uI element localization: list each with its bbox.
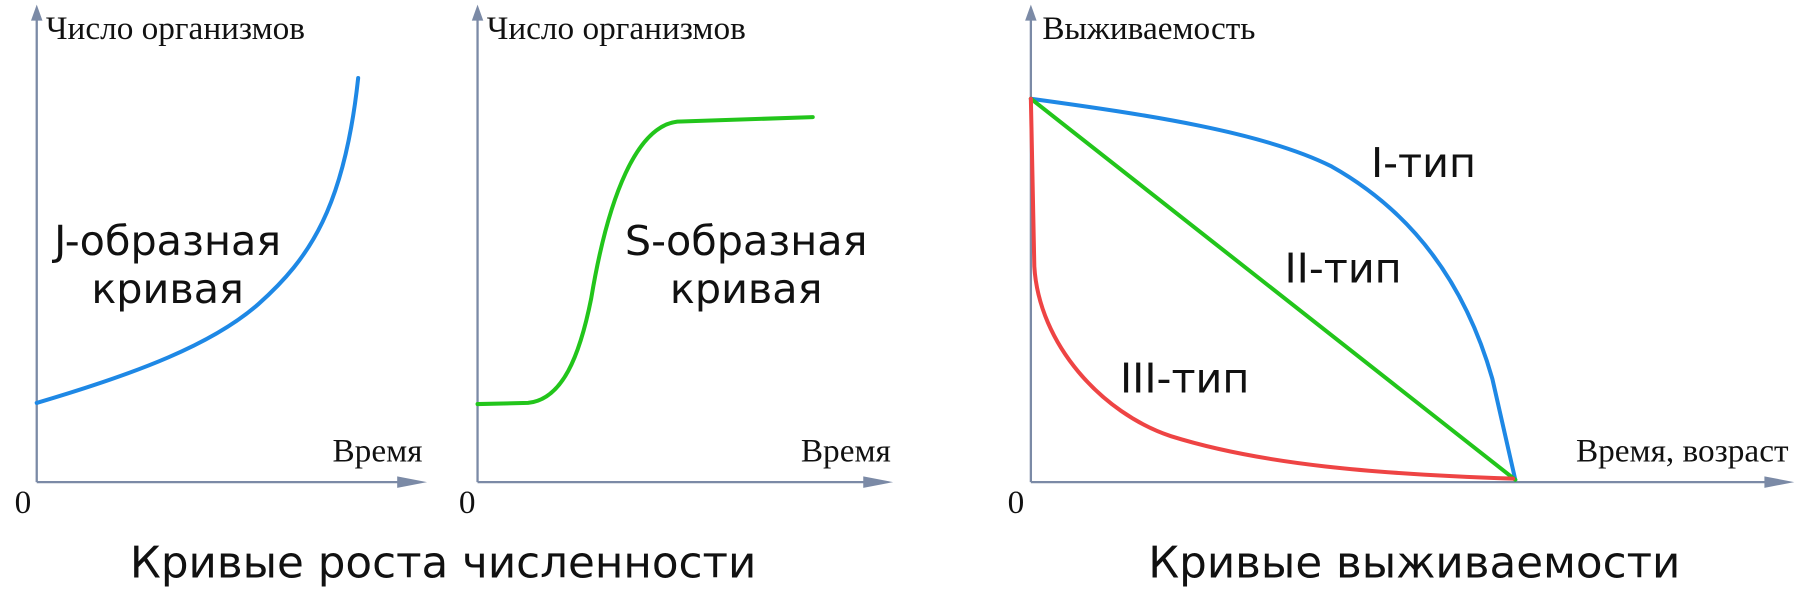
arrow <box>30 4 43 21</box>
type-3-curve <box>1028 96 1516 481</box>
y-label: Число организмов <box>487 10 746 47</box>
y-label: Число организмов <box>46 10 305 47</box>
type-1-curve <box>1028 96 1518 482</box>
j-curve-chart: Число организмов Время 0 J-образная крив… <box>15 4 428 521</box>
arrow <box>1025 4 1037 21</box>
curve-label: I-тип <box>1371 139 1476 187</box>
caption: Кривые выживаемости <box>1148 538 1680 588</box>
origin-label: 0 <box>1008 484 1025 521</box>
arrow <box>397 476 428 488</box>
curve-label: кривая <box>670 265 823 313</box>
curve-label: III-тип <box>1120 355 1249 403</box>
arrow <box>471 4 484 21</box>
j-curve <box>34 76 361 405</box>
origin-label: 0 <box>459 484 476 521</box>
y-label: Выживаемость <box>1042 10 1255 47</box>
x-label: Время, возраст <box>1576 432 1789 469</box>
curve-label: J-образная <box>51 217 281 265</box>
type-2-curve <box>1028 96 1518 482</box>
survival-chart: Выживаемость Время, возраст 0 I-тип II-т… <box>1008 4 1795 521</box>
x-label: Время <box>801 432 891 469</box>
arrow <box>1764 476 1795 488</box>
caption: Кривые роста численности <box>130 538 756 588</box>
origin-label: 0 <box>15 484 32 521</box>
s-curve-chart: Число организмов Время 0 S-образная крив… <box>459 4 894 521</box>
arrow <box>863 476 894 488</box>
curve-label: кривая <box>91 265 244 313</box>
s-curve <box>475 115 815 407</box>
curve-label: S-образная <box>625 217 868 265</box>
curve-label: II-тип <box>1285 244 1402 292</box>
x-label: Время <box>333 432 423 469</box>
